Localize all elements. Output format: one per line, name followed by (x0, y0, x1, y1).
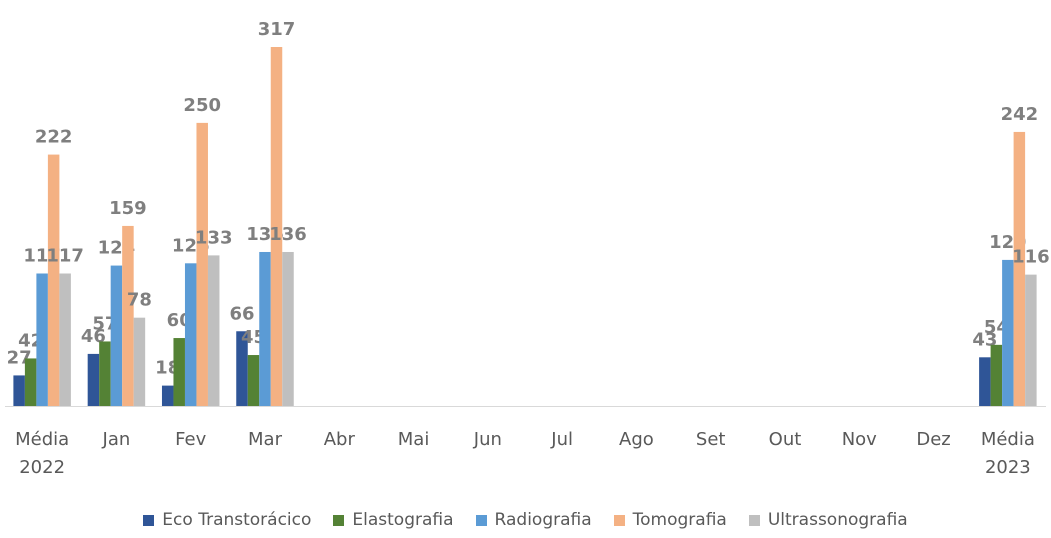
bar (1013, 131, 1026, 407)
bar (99, 341, 111, 406)
bar (110, 265, 123, 406)
bar (282, 251, 294, 406)
x-tick-label: Abr (323, 429, 355, 450)
legend-label: Radiografia (494, 510, 592, 530)
x-tick-label: Out (768, 429, 802, 450)
bar (236, 331, 248, 406)
data-label: 133 (195, 227, 233, 248)
bar (207, 255, 220, 406)
bar (259, 251, 271, 406)
legend-swatch (613, 514, 625, 526)
x-tick-label: Jun (473, 429, 502, 450)
legend-swatch (475, 514, 487, 526)
data-label: 117 (46, 245, 84, 266)
data-label: 136 (269, 224, 307, 245)
x-tick-label: Média 2022 (15, 429, 70, 478)
bar (173, 338, 185, 406)
legend-swatch (748, 514, 760, 526)
x-tick-label: Jan (102, 429, 131, 450)
data-label: 66 (229, 303, 254, 324)
bar (59, 273, 71, 406)
x-tick-label: Mai (397, 429, 430, 450)
x-tick-label: Média 2023 (980, 429, 1035, 478)
bar (1025, 274, 1037, 406)
data-label: 78 (127, 290, 152, 311)
data-label: 250 (183, 95, 221, 116)
bar (133, 317, 146, 406)
legend-item: Radiografia (475, 510, 592, 530)
data-label: 222 (35, 127, 73, 148)
legend-item: Elastografia (333, 510, 454, 530)
legend-swatch (143, 514, 155, 526)
legend-item: Ultrassonografia (748, 510, 908, 530)
legend-swatch (333, 514, 345, 526)
bar (47, 154, 60, 406)
x-tick-label: Set (695, 429, 726, 450)
bar (122, 225, 134, 406)
bar (196, 122, 208, 407)
legend-label: Eco Transtorácico (162, 510, 312, 530)
chart: 2742117222117465712415978186012625013366… (5, 19, 1050, 407)
legend-label: Ultrassonografia (767, 510, 908, 530)
bar (36, 273, 48, 406)
data-label: 116 (1012, 247, 1050, 268)
bar (87, 353, 100, 406)
data-label: 159 (109, 198, 147, 219)
data-label: 242 (1001, 104, 1039, 125)
legend-label: Elastografia (352, 510, 454, 530)
bar (13, 375, 25, 406)
x-tick-label: Jul (551, 429, 573, 450)
bar (161, 385, 174, 406)
bar (990, 344, 1003, 406)
x-tick-label: Dez (916, 429, 951, 450)
legend-item: Eco Transtorácico (143, 510, 311, 530)
bar (270, 47, 283, 406)
legend: Eco Transtorácico Elastografia Radiografia… (0, 510, 1051, 530)
bar (24, 358, 37, 406)
x-tick-label: Ago (619, 429, 654, 450)
x-tick-label: Nov (841, 429, 877, 450)
legend-label: Tomografia (632, 510, 727, 530)
bar (1002, 259, 1014, 406)
legend-item: Tomografia (613, 510, 727, 530)
bar (184, 263, 197, 406)
x-tick-label: Fev (175, 429, 207, 450)
bar (247, 355, 260, 406)
x-tick-label: Mar (248, 429, 282, 450)
bar (979, 357, 991, 406)
data-label: 317 (258, 19, 296, 40)
